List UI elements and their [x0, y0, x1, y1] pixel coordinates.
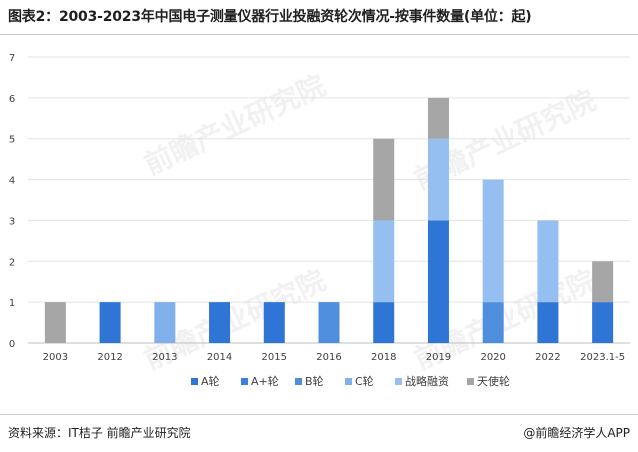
x-tick-label: 2003: [43, 352, 68, 363]
bar-segment: [592, 302, 614, 343]
legend-swatch: [191, 378, 198, 385]
x-tick-label: 2016: [316, 352, 341, 363]
legend-swatch: [345, 378, 352, 385]
legend-swatch: [295, 378, 302, 385]
y-axis-ticks: 0 1 2 3 4 5 6 7: [9, 53, 15, 350]
bar-segment: [427, 97, 449, 139]
watermark-text: 前瞻产业研究院: [139, 69, 331, 182]
chart-title: 图表2：2003-2023年中国电子测量仪器行业投融资轮次情况-按事件数量(单位…: [8, 9, 532, 25]
y-tick-label: 1: [9, 298, 15, 309]
legend-swatch: [241, 378, 248, 385]
legend-label: B轮: [305, 374, 324, 388]
bar-segment: [592, 261, 614, 303]
y-tick-label: 2: [9, 257, 15, 268]
bar-segment: [427, 220, 449, 343]
bar-segment: [537, 220, 559, 303]
bar-segment: [263, 302, 285, 343]
bar-segment: [209, 302, 231, 343]
x-axis-ticks: 2003 2012 2013 2014 2015 2016 2018 2019 2020 2022…: [43, 352, 625, 363]
title-divider: [0, 34, 638, 35]
x-tick-label: 2015: [262, 352, 287, 363]
x-tick-label: 2014: [207, 352, 232, 363]
legend-label: C轮: [355, 374, 374, 388]
bar-segment: [373, 138, 395, 221]
bar-segment: [373, 220, 395, 303]
legend: A轮 A+轮 B轮 C轮 战略融资 天使轮: [191, 374, 510, 388]
x-tick-label: 2019: [426, 352, 451, 363]
legend-label: A+轮: [251, 374, 279, 388]
bar-segment: [482, 302, 504, 343]
y-tick-label: 5: [9, 135, 15, 146]
y-tick-label: 0: [9, 339, 15, 350]
y-tick-label: 6: [9, 94, 15, 105]
legend-label: 战略融资: [405, 374, 449, 388]
bar-segment: [482, 179, 504, 303]
x-tick-label: 2013: [152, 352, 177, 363]
legend-label: 天使轮: [477, 374, 510, 388]
bar-segment: [427, 138, 449, 221]
source-note: 资料来源：IT桔子 前瞻产业研究院: [8, 426, 191, 440]
bar-segment: [99, 302, 121, 343]
bars: [44, 97, 614, 343]
x-tick-label: 2018: [371, 352, 396, 363]
bar-segment: [154, 302, 176, 343]
legend-swatch: [395, 378, 402, 385]
bar-segment: [318, 302, 340, 343]
bar-segment: [44, 302, 66, 343]
x-tick-label: 2012: [97, 352, 122, 363]
y-tick-label: 4: [9, 176, 15, 187]
bar-segment: [373, 302, 395, 343]
x-tick-label: 2023.1-5: [580, 352, 625, 363]
legend-swatch: [467, 378, 474, 385]
x-tick-label: 2020: [480, 352, 505, 363]
legend-label: A轮: [201, 374, 220, 388]
gridlines: [28, 56, 630, 344]
y-tick-label: 7: [9, 53, 15, 64]
footer-divider: [0, 414, 638, 415]
x-tick-label: 2022: [535, 352, 560, 363]
y-tick-label: 3: [9, 216, 15, 227]
bar-segment: [537, 302, 559, 343]
credit-note: @前瞻经济学人APP: [523, 426, 630, 440]
